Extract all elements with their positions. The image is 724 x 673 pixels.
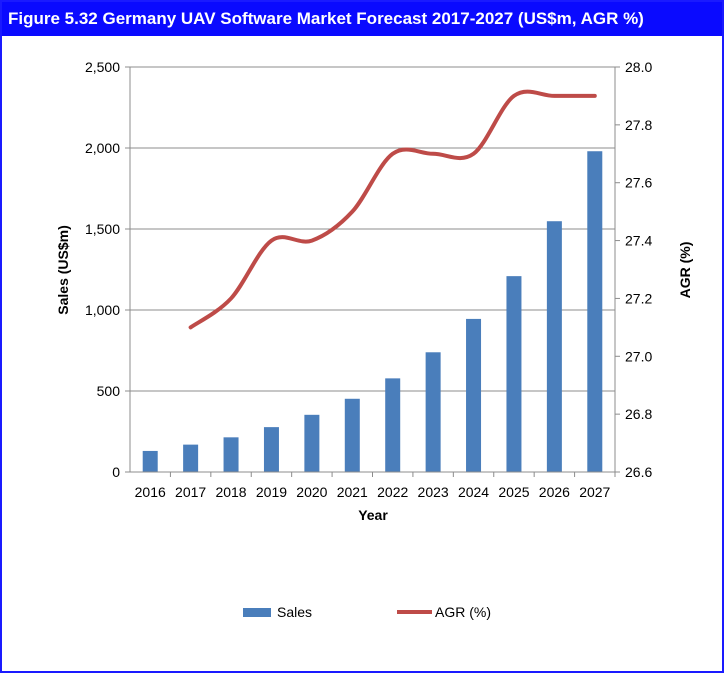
y2-tick-label: 26.6 [625,464,652,480]
y2-axis-label: AGR (%) [677,242,693,299]
x-tick-label: 2017 [175,484,206,500]
bar-2016 [142,450,158,472]
x-tick-label: 2027 [579,484,610,500]
y2-tick-label: 27.6 [625,175,652,191]
y2-tick-label: 26.8 [625,406,652,422]
x-tick-label: 2024 [458,484,489,500]
x-tick-label: 2016 [135,484,166,500]
bar-2020 [304,414,320,472]
figure-title: Figure 5.32 Germany UAV Software Market … [2,2,722,36]
y2-tick-label: 27.4 [625,233,652,249]
y2-tick-label: 28.0 [625,59,652,75]
bar-2025 [506,276,522,472]
x-tick-label: 2020 [296,484,327,500]
legend: Sales AGR (%) [243,604,491,620]
x-tick-label: 2019 [256,484,287,500]
y2-tick-label: 27.0 [625,348,652,364]
y-tick-label: 1,000 [85,302,120,318]
bar-2022 [385,378,401,472]
x-tick-label: 2023 [418,484,449,500]
y-axis-label: Sales (US$m) [55,225,71,314]
bar-2017 [183,444,199,472]
bar-2021 [344,398,360,472]
bar-2026 [546,221,562,472]
bar-2018 [223,437,239,472]
y2-tick-label: 27.2 [625,290,652,306]
x-tick-label: 2021 [337,484,368,500]
legend-agr-label: AGR (%) [435,604,491,620]
bar-2019 [263,427,279,472]
x-tick-label: 2018 [215,484,246,500]
x-tick-label: 2026 [539,484,570,500]
legend-sales-label: Sales [277,604,312,620]
y-tick-label: 1,500 [85,221,120,237]
bar-2024 [466,318,482,472]
x-tick-label: 2025 [498,484,529,500]
x-tick-label: 2022 [377,484,408,500]
y-tick-label: 0 [112,464,120,480]
y-tick-label: 2,500 [85,59,120,75]
bar-2027 [587,151,603,473]
x-axis-label: Year [358,507,388,523]
y-tick-label: 500 [97,383,121,399]
agr-line [188,89,597,330]
y2-tick-label: 27.8 [625,117,652,133]
bar-2023 [425,352,441,472]
legend-sales-swatch [243,608,271,617]
y-tick-label: 2,000 [85,140,120,156]
